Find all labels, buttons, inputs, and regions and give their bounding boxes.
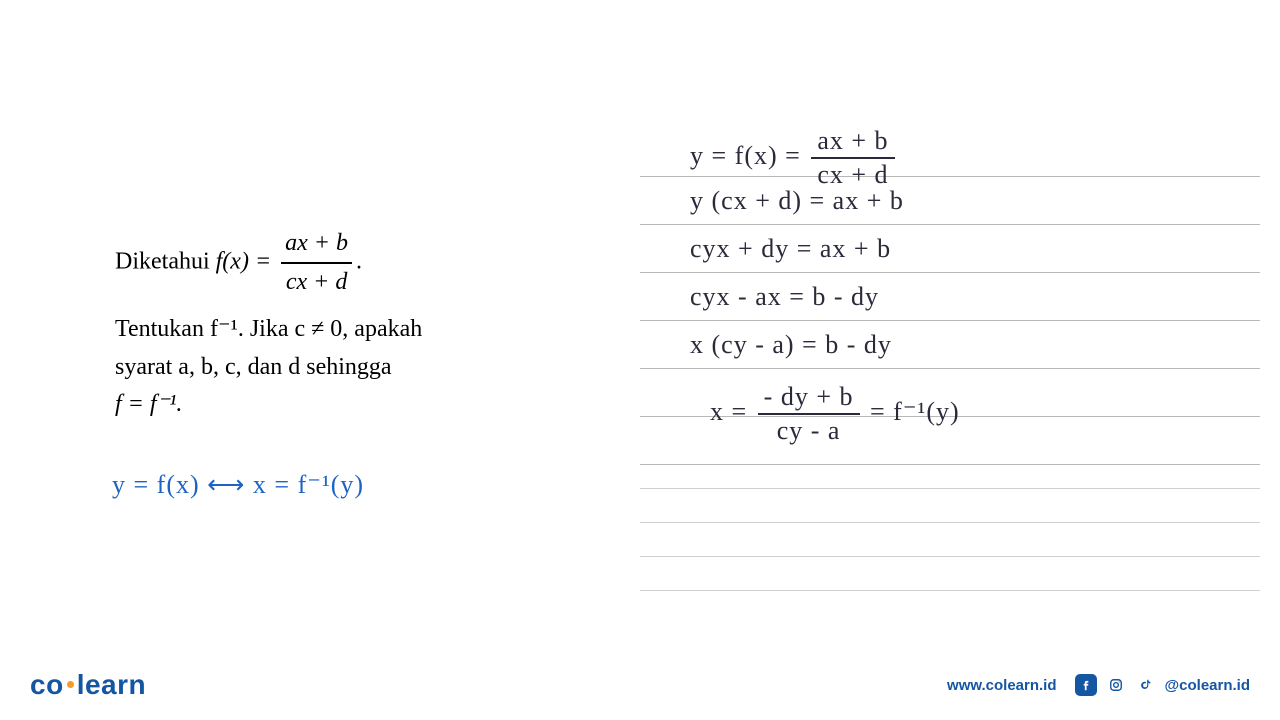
- rule-line: [640, 224, 1260, 225]
- work-line-2: y (cx + d) = ax + b: [690, 186, 904, 216]
- work-line-1: y = f(x) = ax + bcx + d: [690, 126, 898, 190]
- socials: @colearn.id: [1075, 674, 1250, 696]
- note-blue: y = f(x) ⟷ x = f⁻¹(y): [112, 470, 364, 500]
- work-l6-left: x =: [710, 397, 755, 426]
- work-l6-num: - dy + b: [758, 382, 860, 415]
- problem-block: Diketahui f(x) = ax + bcx + d. Tentukan …: [115, 225, 495, 423]
- work-l1-num: ax + b: [811, 126, 894, 159]
- problem-line-4-text: f = f⁻¹.: [115, 391, 182, 417]
- facebook-icon: [1075, 674, 1097, 696]
- note-text: y = f(x) ⟷ x = f⁻¹(y): [112, 470, 364, 499]
- problem-line-1: Diketahui f(x) = ax + bcx + d.: [115, 225, 495, 301]
- logo-learn: learn: [77, 669, 146, 700]
- work-l6-right: = f⁻¹(y): [863, 397, 960, 426]
- rule-line: [640, 590, 1260, 591]
- rule-line: [640, 368, 1260, 369]
- problem-suffix: .: [356, 249, 362, 275]
- work-line-6: x = - dy + bcy - a = f⁻¹(y): [710, 382, 960, 446]
- work-l1-frac: ax + bcx + d: [811, 126, 894, 190]
- problem-func: f(x) =: [216, 249, 278, 275]
- problem-frac-den: cx + d: [281, 264, 352, 301]
- problem-frac-num: ax + b: [281, 225, 352, 264]
- rule-line: [640, 464, 1260, 465]
- problem-line-2: Tentukan f⁻¹. Jika c ≠ 0, apakah: [115, 311, 495, 348]
- footer-right: www.colearn.id @colearn.id: [947, 674, 1250, 696]
- rule-line: [640, 556, 1260, 557]
- work-l6-frac: - dy + bcy - a: [758, 382, 860, 446]
- logo-co: co: [30, 669, 64, 700]
- footer-handle: @colearn.id: [1165, 677, 1250, 694]
- work-line-5: x (cy - a) = b - dy: [690, 330, 892, 360]
- work-l1-left: y = f(x) =: [690, 141, 808, 170]
- rule-line: [640, 272, 1260, 273]
- problem-prefix: Diketahui: [115, 249, 216, 275]
- work-line-3: cyx + dy = ax + b: [690, 234, 891, 264]
- tiktok-icon: [1135, 674, 1157, 696]
- rule-line: [640, 320, 1260, 321]
- logo-dot: [67, 681, 74, 688]
- notebook: y = f(x) = ax + bcx + d y (cx + d) = ax …: [640, 120, 1260, 620]
- problem-line-3: syarat a, b, c, dan d sehingga: [115, 349, 495, 386]
- footer: colearn www.colearn.id @colearn.id: [0, 650, 1280, 720]
- work-line-4: cyx - ax = b - dy: [690, 282, 879, 312]
- page: Diketahui f(x) = ax + bcx + d. Tentukan …: [0, 0, 1280, 720]
- problem-line-4: f = f⁻¹.: [115, 386, 495, 423]
- rule-line: [640, 522, 1260, 523]
- rule-line: [640, 488, 1260, 489]
- problem-fraction: ax + bcx + d: [281, 225, 352, 301]
- brand-logo: colearn: [30, 669, 146, 701]
- work-l6-den: cy - a: [758, 415, 860, 446]
- instagram-icon: [1105, 674, 1127, 696]
- footer-url: www.colearn.id: [947, 677, 1056, 694]
